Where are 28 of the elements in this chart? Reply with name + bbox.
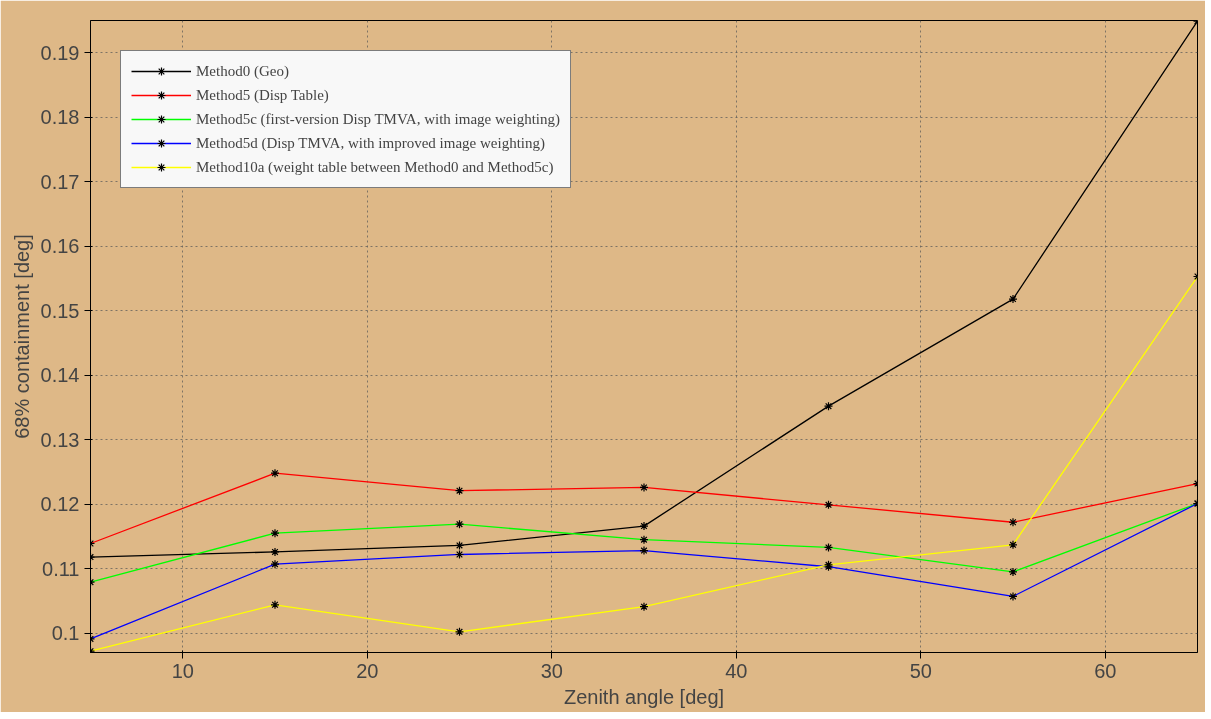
y-tick-label: 0.17 <box>40 170 80 193</box>
y-axis-title: 68% containment [deg] <box>10 234 33 439</box>
point <box>1008 294 1018 304</box>
point <box>270 547 280 557</box>
x-tick-label: 60 <box>1094 659 1117 682</box>
legend-label: Method5 (Disp Table) <box>196 86 329 104</box>
x-tick-label: 40 <box>725 659 748 682</box>
y-tick-label: 0.11 <box>42 557 80 580</box>
x-tick-label: 10 <box>171 659 194 682</box>
x-tick-label: 20 <box>356 659 379 682</box>
y-tick-label: 0.1 <box>51 622 80 645</box>
legend-label: Method10a (weight table between Method0 and Method5c) <box>196 158 554 176</box>
point <box>454 540 465 551</box>
y-tick-label: 0.15 <box>40 299 80 322</box>
y-tick-label: 0.14 <box>40 364 80 387</box>
y-tick-label: 0.18 <box>40 106 80 129</box>
legend-label: Method0 (Geo) <box>196 62 289 80</box>
point <box>823 401 834 411</box>
x-tick-label: 50 <box>909 659 932 682</box>
y-tick-label: 0.13 <box>40 428 80 451</box>
legend-label: Method5d (Disp TMVA, with improved image weighting) <box>196 134 545 152</box>
y-tick-label: 0.12 <box>40 493 80 516</box>
point <box>639 521 649 531</box>
y-tick-label: 0.19 <box>40 41 80 64</box>
x-tick-label: 30 <box>540 659 563 682</box>
y-tick-label: 0.16 <box>40 235 80 258</box>
legend-label: Method5c (first-version Disp TMVA, with image weighting) <box>196 110 560 128</box>
x-axis-title: Zenith angle [deg] <box>563 685 725 708</box>
